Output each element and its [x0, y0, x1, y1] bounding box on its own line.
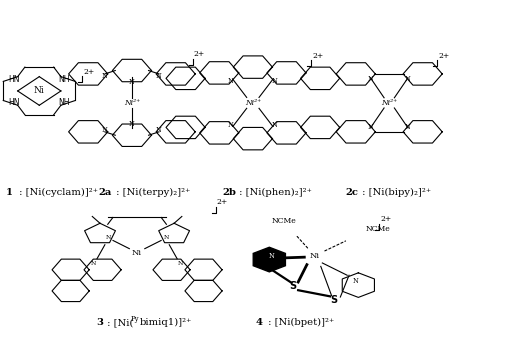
Text: N: N: [228, 77, 234, 85]
Text: : [Ni(bpet)]²⁺: : [Ni(bpet)]²⁺: [265, 318, 334, 327]
Text: Ni: Ni: [132, 249, 142, 257]
Text: HN: HN: [9, 98, 20, 107]
Text: 4: 4: [255, 318, 263, 327]
Polygon shape: [253, 247, 285, 272]
Text: Ni: Ni: [34, 87, 45, 95]
Text: S: S: [331, 295, 338, 305]
Text: N: N: [105, 235, 111, 240]
Text: N: N: [272, 121, 278, 129]
Text: N: N: [228, 121, 234, 129]
Text: N: N: [102, 72, 108, 80]
Text: 2+: 2+: [194, 50, 205, 58]
Text: N: N: [269, 252, 275, 260]
Text: NCMe: NCMe: [366, 225, 391, 233]
Text: N: N: [178, 261, 184, 266]
Text: N: N: [102, 126, 108, 134]
Text: S: S: [289, 281, 297, 291]
Text: : [Ni(: : [Ni(: [104, 318, 133, 327]
Text: N: N: [405, 75, 411, 83]
Text: Ni²⁺: Ni²⁺: [245, 99, 261, 107]
Text: N: N: [156, 72, 162, 80]
Text: 2c: 2c: [346, 187, 358, 197]
Text: 2b: 2b: [222, 187, 236, 197]
Text: : [Ni(terpy)₂]²⁺: : [Ni(terpy)₂]²⁺: [113, 187, 190, 197]
Text: Ni: Ni: [310, 252, 319, 260]
Text: 1: 1: [6, 187, 13, 197]
Text: N: N: [367, 75, 374, 83]
Text: N: N: [91, 261, 96, 266]
Text: N: N: [156, 126, 162, 134]
Text: bimiq1)]²⁺: bimiq1)]²⁺: [140, 318, 192, 327]
Text: N: N: [367, 123, 374, 131]
Text: : [Ni(bipy)₂]²⁺: : [Ni(bipy)₂]²⁺: [359, 187, 431, 197]
Text: NH: NH: [58, 98, 70, 107]
Text: Py: Py: [131, 315, 139, 323]
Text: 3: 3: [96, 318, 103, 327]
Text: N: N: [129, 78, 135, 86]
Text: 2+: 2+: [438, 52, 449, 60]
Text: N: N: [405, 123, 411, 131]
Text: N: N: [129, 120, 135, 128]
Text: : [Ni(phen)₂]²⁺: : [Ni(phen)₂]²⁺: [236, 187, 312, 197]
Text: 2+: 2+: [217, 198, 228, 207]
Text: 2a: 2a: [99, 187, 112, 197]
Text: NCMe: NCMe: [271, 217, 296, 225]
Text: 2+: 2+: [83, 68, 94, 76]
Text: N: N: [272, 77, 278, 85]
Text: 2+: 2+: [312, 52, 324, 60]
Text: Ni²⁺: Ni²⁺: [381, 99, 397, 107]
Text: N: N: [353, 277, 359, 285]
Text: HN: HN: [9, 75, 20, 84]
Text: Ni²⁺: Ni²⁺: [124, 99, 140, 107]
Text: NH: NH: [58, 75, 70, 84]
Text: N: N: [164, 235, 169, 240]
Text: 2+: 2+: [380, 215, 392, 223]
Text: : [Ni(cyclam)]²⁺: : [Ni(cyclam)]²⁺: [16, 187, 98, 197]
